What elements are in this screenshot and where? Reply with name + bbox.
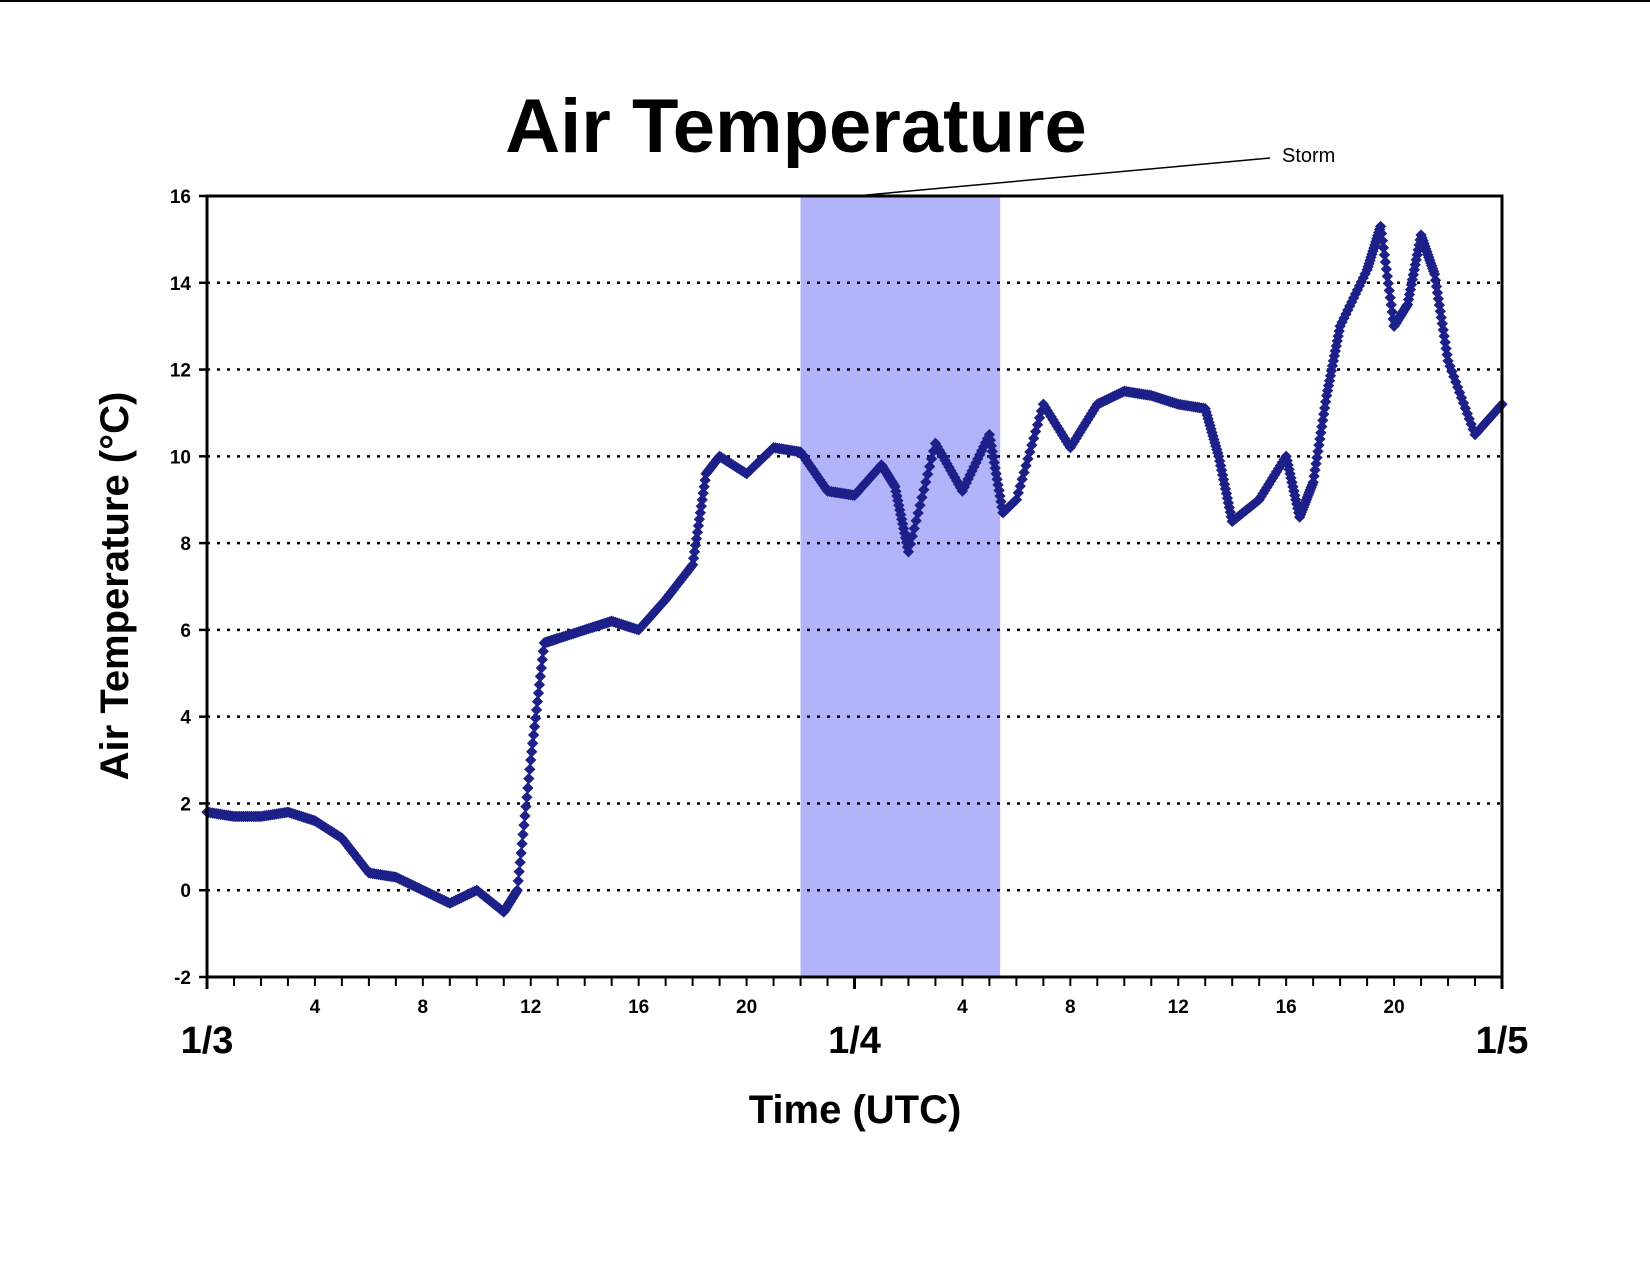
data-point xyxy=(518,819,530,831)
x-day-tick-label: 1/3 xyxy=(181,1020,234,1062)
x-hour-tick-label: 4 xyxy=(957,997,968,1018)
data-point xyxy=(513,865,525,878)
data-point xyxy=(523,772,535,785)
data-point xyxy=(1386,306,1398,318)
data-point xyxy=(918,484,930,496)
data-point xyxy=(1384,291,1396,304)
data-point xyxy=(914,499,926,511)
storm-annotation-leader xyxy=(855,157,1271,197)
data-point xyxy=(923,460,936,473)
x-axis-label: Time (UTC) xyxy=(749,1088,962,1132)
data-point xyxy=(519,810,531,822)
data-point xyxy=(535,662,548,674)
data-point xyxy=(1376,234,1389,247)
data-point xyxy=(912,507,924,519)
x-day-tick-label: 1/5 xyxy=(1476,1020,1529,1062)
data-point xyxy=(514,856,526,868)
y-tick-label: 8 xyxy=(180,534,191,555)
y-tick-label: 2 xyxy=(180,794,191,815)
x-hour-tick-label: 12 xyxy=(520,997,541,1018)
x-hour-tick-label: 16 xyxy=(1276,997,1297,1018)
y-tick-label: -2 xyxy=(174,968,191,989)
x-hour-tick-label: 16 xyxy=(628,997,649,1018)
y-tick-label: 6 xyxy=(180,621,191,642)
axes xyxy=(199,194,1504,989)
data-point xyxy=(511,884,523,896)
data-point xyxy=(1375,227,1388,240)
data-point xyxy=(916,491,928,504)
data-point xyxy=(517,828,529,841)
data-points xyxy=(201,220,1508,918)
y-tick-label: 12 xyxy=(170,361,191,382)
data-point xyxy=(536,653,548,666)
x-hour-tick-label: 20 xyxy=(736,997,757,1018)
data-point xyxy=(515,847,527,859)
data-point xyxy=(522,782,534,794)
storm-annotation-label: Storm xyxy=(1282,145,1335,167)
data-point xyxy=(525,754,537,766)
top-border-rule xyxy=(0,0,1650,2)
data-point xyxy=(533,679,546,691)
y-axis-label: Air Temperature (°C) xyxy=(93,392,137,781)
data-point xyxy=(1374,220,1387,233)
data-point xyxy=(902,546,915,558)
data-point xyxy=(922,468,934,480)
data-point xyxy=(1381,270,1393,282)
data-point xyxy=(920,476,932,488)
x-hour-tick-label: 20 xyxy=(1384,997,1405,1018)
y-tick-label: 16 xyxy=(170,187,191,208)
data-point xyxy=(1383,284,1395,297)
data-point xyxy=(904,538,917,550)
y-tick-label: 4 xyxy=(180,708,191,729)
y-tick-label: 14 xyxy=(170,274,192,295)
y-tick-label: 0 xyxy=(180,881,191,902)
data-point xyxy=(1385,299,1397,311)
data-point xyxy=(516,838,528,850)
data-point xyxy=(512,875,524,887)
data-point xyxy=(1380,263,1393,275)
x-day-tick-label: 1/4 xyxy=(828,1020,881,1062)
data-point xyxy=(530,704,543,716)
data-point xyxy=(524,763,536,776)
tick-labels: -2 0 2 4 6 8 10 12 14 16 4 8 12 16 20 4 8 12 16 20 1/3 1/4 1/5 xyxy=(170,187,1529,1062)
data-point xyxy=(526,746,538,758)
x-hour-tick-label: 8 xyxy=(418,997,429,1018)
x-hour-tick-label: 12 xyxy=(1168,997,1189,1018)
data-point xyxy=(908,522,920,535)
data-point xyxy=(537,645,549,657)
data-point xyxy=(531,695,544,708)
data-point xyxy=(1378,249,1391,261)
data-point xyxy=(906,530,918,542)
data-point xyxy=(1382,277,1394,290)
data-point xyxy=(528,720,541,733)
data-point xyxy=(520,800,532,813)
storm-shaded-region xyxy=(800,196,1001,977)
data-point xyxy=(521,791,533,803)
data-point xyxy=(532,687,545,699)
data-point xyxy=(1377,242,1390,254)
data-point xyxy=(910,515,922,527)
data-point xyxy=(527,737,539,749)
y-tick-label: 10 xyxy=(170,447,191,468)
chart-title: Air Temperature xyxy=(505,84,1086,169)
data-point xyxy=(1379,256,1392,268)
data-point xyxy=(529,712,542,724)
data-point xyxy=(527,729,540,741)
storm-region-layer: Storm xyxy=(800,145,1335,977)
data-point xyxy=(925,453,938,465)
x-hour-tick-label: 8 xyxy=(1065,997,1076,1018)
x-hour-tick-label: 4 xyxy=(310,997,321,1018)
data-point xyxy=(534,670,547,683)
